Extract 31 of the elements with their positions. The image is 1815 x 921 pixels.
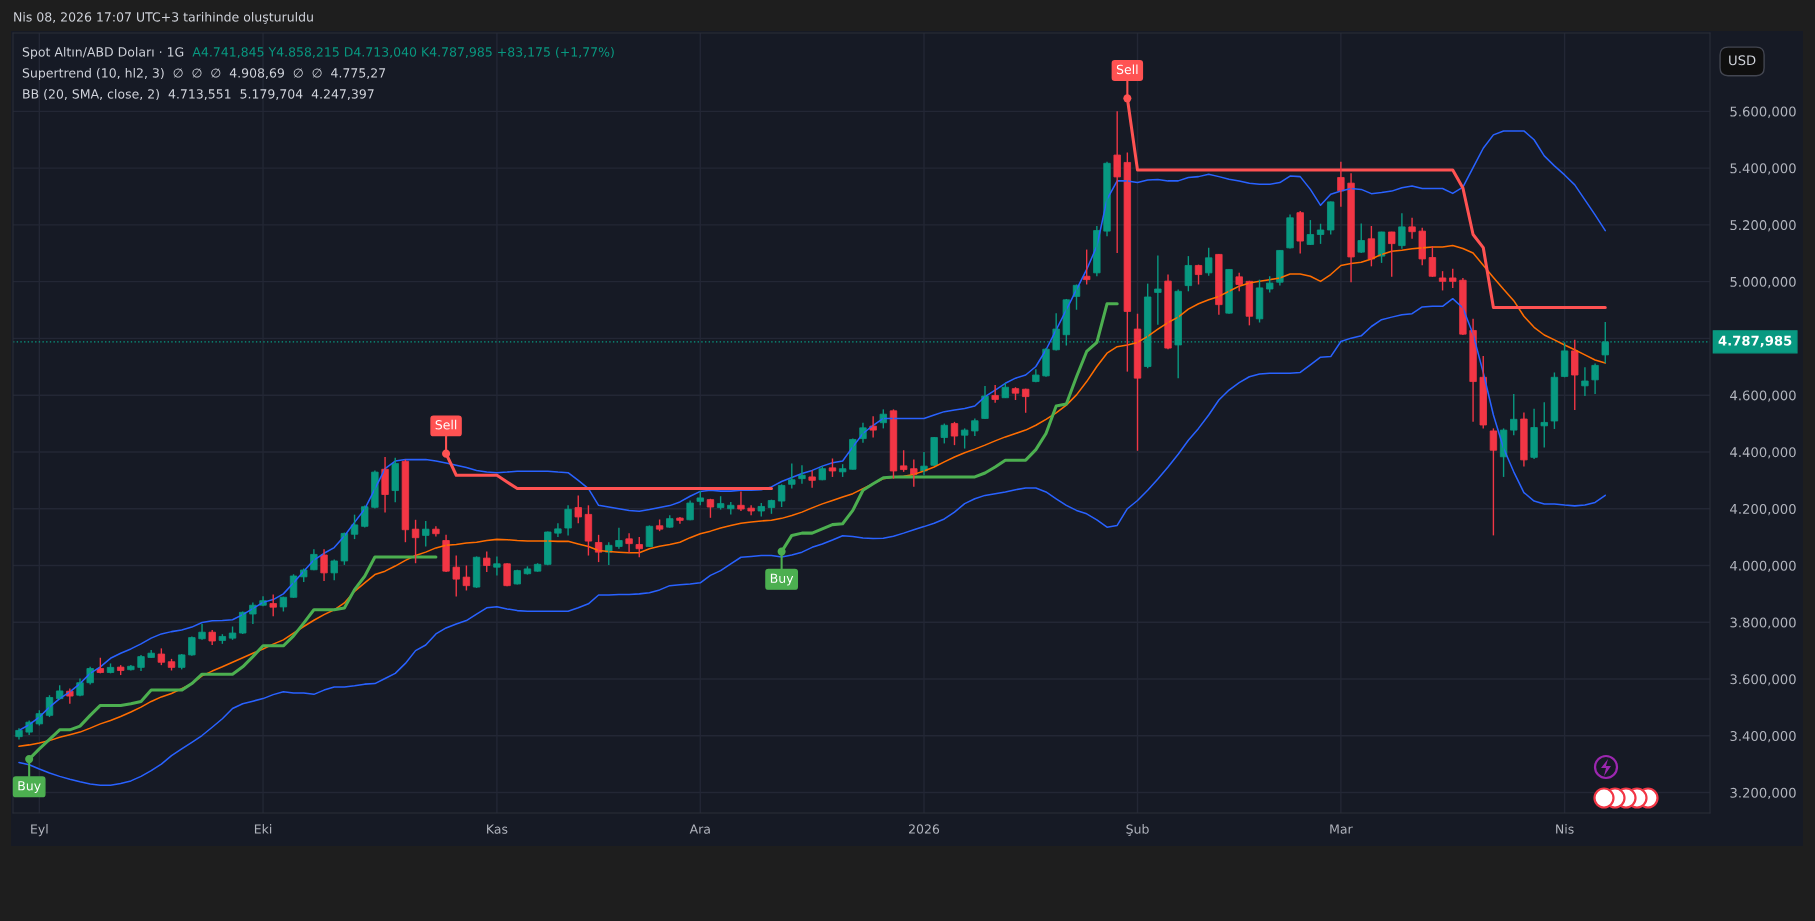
y-tick-label: 5.000,000 xyxy=(1730,276,1796,289)
y-tick-label: 4.200,000 xyxy=(1730,503,1796,516)
x-tick-label: Mar xyxy=(1330,824,1353,834)
y-tick-label: 5.200,000 xyxy=(1730,220,1796,232)
x-tick-label: Nis xyxy=(1556,824,1574,834)
x-tick-label: Şub xyxy=(1126,824,1149,837)
y-axis-title: USD xyxy=(1729,55,1756,66)
ref-line-label: 4.787,985 xyxy=(1718,335,1792,348)
y-tick-label: 5.600,000 xyxy=(1730,106,1796,118)
annotation: Supertrend (10, hl2, 3) ∅ ∅ ∅ 4.908,69 ∅ ∅ 4.775,27 xyxy=(22,67,386,81)
y-tick-label: 5.400,000 xyxy=(1730,163,1796,175)
x-tick-label: Eyl xyxy=(31,824,48,837)
data-label: Sell xyxy=(1116,64,1138,75)
data-label: Sell xyxy=(435,419,457,430)
y-tick-label: 4.600,000 xyxy=(1730,390,1796,402)
text: Spot Altın/ABD Doları · 1G xyxy=(22,46,184,60)
y-tick-label: 3.200,000 xyxy=(1730,787,1796,800)
x-tick-label: Ara xyxy=(689,824,710,834)
annotation: BB (20, SMA, close, 2) 4.713,551 5.179,704 4.247,397 xyxy=(23,88,374,101)
data-label: Buy xyxy=(18,781,41,793)
text: Nis 08, 2026 17:07 UTC+3 tarihinde oluşturuldu xyxy=(14,11,313,24)
y-tick-label: 3.600,000 xyxy=(1730,674,1796,686)
x-tick-label: Kas xyxy=(487,824,508,834)
y-tick-label: 3.800,000 xyxy=(1730,617,1796,629)
x-tick-label: Eki xyxy=(254,824,272,834)
data-label: Buy xyxy=(770,573,794,586)
text: A4.741,845 Y4.858,215 D4.713,040 K4.787,985 +83,175 (+1,77%) xyxy=(192,46,614,59)
y-tick-label: 4.400,000 xyxy=(1730,447,1796,459)
y-tick-label: 3.400,000 xyxy=(1730,731,1796,743)
y-tick-label: 4.000,000 xyxy=(1730,560,1796,573)
x-tick-label: 2026 xyxy=(908,824,940,834)
